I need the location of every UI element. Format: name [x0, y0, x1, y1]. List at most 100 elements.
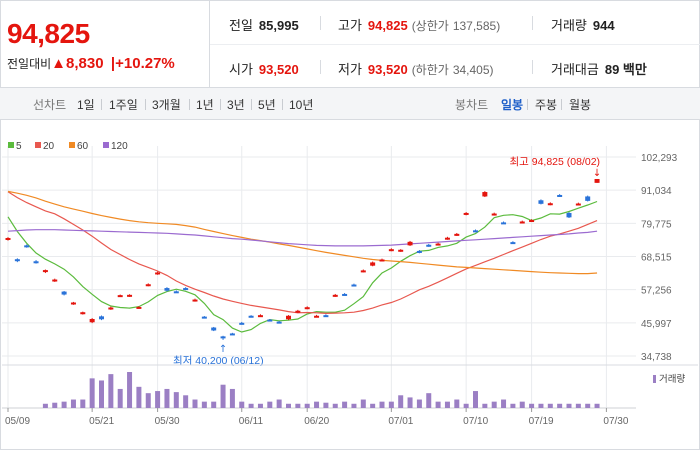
change-value: 8,830	[66, 55, 104, 72]
tab-weekly[interactable]: 주봉	[535, 98, 558, 112]
candle	[99, 316, 104, 320]
candle	[127, 294, 133, 297]
stat-sub-value: 137,585)	[452, 19, 501, 33]
volume-bar	[501, 399, 507, 408]
up-arrow-icon: ▲	[51, 55, 67, 72]
candle	[5, 237, 11, 240]
ma-60-line	[7, 190, 598, 275]
volume-bar	[286, 403, 291, 408]
tab-10y[interactable]: 10년	[289, 98, 314, 112]
volume-bar	[547, 403, 553, 408]
tab-1w[interactable]: 1주일	[109, 98, 138, 112]
tab-daily[interactable]: 일봉	[501, 98, 524, 112]
candle	[220, 336, 226, 339]
candle	[379, 259, 385, 262]
candle	[52, 279, 58, 282]
tab-divider	[561, 99, 562, 110]
candle	[416, 250, 422, 253]
candle	[370, 262, 376, 266]
candle	[257, 315, 263, 318]
volume-bar	[70, 399, 76, 408]
candle	[164, 288, 170, 291]
volume-bar	[444, 401, 450, 408]
candle	[211, 327, 217, 331]
tab-5y[interactable]: 5년	[258, 98, 276, 112]
tab-3y[interactable]: 3년	[227, 98, 245, 112]
stat-value: 85,995	[258, 18, 299, 33]
candle	[229, 333, 235, 336]
volume-bar	[398, 395, 404, 408]
stat-label: 고가	[338, 18, 362, 33]
candle	[314, 315, 320, 318]
volume-bar	[257, 403, 263, 408]
candle	[557, 194, 563, 197]
candle	[61, 291, 67, 295]
tab-divider	[189, 99, 190, 110]
volume-bar	[145, 393, 151, 408]
stat-label: 시가	[229, 62, 253, 77]
volume-bar	[379, 401, 385, 408]
tab-3m[interactable]: 3개월	[152, 98, 181, 112]
candle	[70, 302, 76, 305]
volume-bar	[435, 401, 441, 408]
candle	[538, 200, 544, 204]
stat-value: 93,520	[367, 62, 408, 77]
volume-bar	[127, 372, 133, 408]
change-percent: +10.27%	[115, 55, 175, 72]
candle	[332, 294, 338, 297]
volume-bar	[482, 403, 488, 408]
candle	[454, 233, 460, 236]
stat-value: 89 백만	[604, 62, 647, 77]
volume-bar	[566, 403, 572, 408]
volume-bar	[463, 403, 469, 408]
volume-bar	[332, 403, 338, 408]
legend-entry: 5	[16, 141, 22, 152]
volume-bar	[239, 401, 245, 408]
volume-bar	[388, 401, 394, 408]
volume-bar	[248, 403, 254, 408]
stats-grid: 전일 85,995 고가 94,825 (상한가 137,585) 거래량 944 시가 9…	[210, 0, 700, 88]
tab-1y[interactable]: 1년	[196, 98, 214, 112]
tab-monthly[interactable]: 월봉	[569, 98, 592, 112]
stat-high: 고가 94,825 (상한가 137,585)	[338, 15, 500, 34]
candle	[276, 321, 282, 324]
volume-bar	[61, 401, 67, 408]
y-tick-label: 45,997	[641, 319, 672, 330]
y-tick-label: 68,515	[641, 253, 672, 264]
stat-sub-label: (상한가	[411, 19, 449, 33]
volume-bar	[510, 403, 516, 408]
candle	[145, 284, 151, 287]
volume-bar	[557, 403, 563, 408]
candle	[529, 220, 535, 223]
current-price: 94,825	[7, 18, 90, 49]
stat-value: 94,825	[367, 18, 408, 33]
tab-1d[interactable]: 1일	[77, 98, 95, 112]
volume-bar	[192, 399, 198, 408]
low-arrow-icon: ↑	[219, 344, 227, 355]
volume-bar	[89, 378, 95, 408]
quote-header: 94,825 전일대비▲8,830 |+10.27% 전일 85,995 고가 94…	[0, 0, 700, 88]
candle	[547, 203, 553, 206]
candle	[473, 230, 478, 233]
candle	[360, 270, 366, 273]
x-tick-label: 07/30	[603, 416, 628, 427]
volume-bar	[295, 403, 301, 408]
candle-chart-label: 봉차트	[455, 98, 489, 112]
volume-bar	[267, 401, 273, 408]
tab-divider	[527, 99, 528, 110]
stat-sub-value: 34,405)	[452, 63, 494, 77]
change-label: 전일대비	[7, 57, 52, 71]
y-tick-label: 79,775	[641, 219, 672, 230]
volume-bar	[360, 399, 366, 408]
divider	[532, 60, 533, 74]
volume-bar	[491, 401, 497, 408]
volume-bar	[594, 403, 600, 408]
volume-bar	[42, 403, 48, 408]
candle	[575, 203, 581, 206]
candle	[89, 318, 95, 323]
volume-bar	[585, 403, 591, 408]
tab-divider	[101, 99, 102, 110]
candle	[173, 291, 179, 294]
candle	[201, 316, 207, 319]
legend-swatch	[69, 142, 75, 148]
